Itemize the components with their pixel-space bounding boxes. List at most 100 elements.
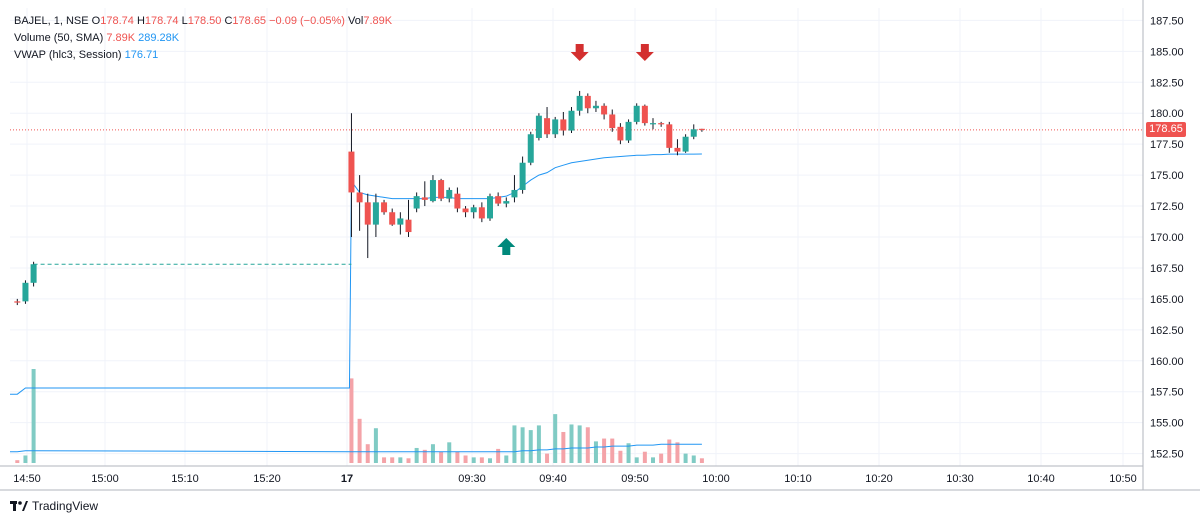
volume-bar xyxy=(463,455,468,463)
time-tick-label: 09:30 xyxy=(458,473,486,485)
price-tick-label: 177.50 xyxy=(1150,139,1184,151)
symbol-label[interactable]: BAJEL, 1, NSE xyxy=(14,15,89,27)
change-value: −0.09 (−0.05%) xyxy=(269,15,345,27)
time-tick-label: 10:30 xyxy=(946,473,974,485)
brand-name: TradingView xyxy=(32,499,99,513)
candle-body xyxy=(413,196,420,209)
tradingview-logo-icon xyxy=(10,501,28,511)
time-tick-label: 09:40 xyxy=(539,473,567,485)
candle-body xyxy=(511,189,518,198)
volume-bar xyxy=(536,425,541,463)
volume-bar xyxy=(471,457,476,463)
close-label: C xyxy=(224,15,233,27)
volume-bar xyxy=(406,458,411,463)
time-tick-label: 09:50 xyxy=(621,473,649,485)
price-tick-label: 160.00 xyxy=(1150,356,1184,368)
volume-bar xyxy=(691,455,696,463)
volume-bar xyxy=(512,425,517,463)
candle xyxy=(592,100,599,112)
vol-value: 7.89K xyxy=(363,15,393,27)
time-tick-label: 10:00 xyxy=(702,473,730,485)
price-tick-label: 152.50 xyxy=(1150,449,1184,461)
candle-body xyxy=(666,124,673,148)
volume-bar xyxy=(651,457,655,463)
candle-body xyxy=(397,218,404,225)
candle xyxy=(633,103,640,125)
candle xyxy=(22,280,29,304)
time-tick-label: 15:10 xyxy=(171,473,199,485)
price-tick-label: 182.50 xyxy=(1150,77,1184,89)
volume-bar xyxy=(659,453,664,463)
price-tick-label: 185.00 xyxy=(1150,46,1184,58)
candle-body xyxy=(487,196,493,219)
price-tick-label: 180.00 xyxy=(1150,108,1184,120)
brand-footer[interactable]: TradingView xyxy=(10,499,98,513)
candle xyxy=(478,202,485,223)
vwap-indicator-label: VWAP (hlc3, Session) xyxy=(14,49,122,61)
low-value: 178.50 xyxy=(187,15,222,27)
candle-body xyxy=(429,180,436,202)
candle xyxy=(30,261,37,287)
candle xyxy=(698,128,705,132)
volume-bar xyxy=(561,431,566,463)
volume-bar xyxy=(15,460,20,463)
volume-indicator-label: Volume (50, SMA) xyxy=(14,32,104,44)
candle xyxy=(356,175,363,231)
candle xyxy=(348,113,355,237)
candle-body xyxy=(609,114,616,129)
candle xyxy=(487,193,493,221)
candle xyxy=(446,187,453,203)
price-tick-label: 165.00 xyxy=(1150,294,1184,306)
candle-body xyxy=(364,202,371,225)
candle xyxy=(429,175,436,203)
candle xyxy=(495,192,502,207)
volume-bar xyxy=(504,455,509,463)
volume-bar xyxy=(634,457,639,463)
time-tick-label: 10:20 xyxy=(865,473,893,485)
time-tick-label: 15:00 xyxy=(91,473,119,485)
time-tick-label: 17 xyxy=(341,473,353,485)
open-label: O xyxy=(91,15,101,27)
candle xyxy=(421,181,428,207)
price-tick-label: 167.50 xyxy=(1150,263,1184,275)
candle xyxy=(666,121,673,153)
price-tick-label: 175.00 xyxy=(1150,170,1184,182)
chart-legend: BAJEL, 1, NSE O178.74 H178.74 L178.50 C1… xyxy=(14,13,392,64)
volume-bar xyxy=(553,414,558,463)
volume-bar xyxy=(398,457,403,463)
candle-body xyxy=(438,180,445,199)
time-axis[interactable]: 14:50 15:00 15:10 15:20 17 09:30 09:40 09:50 10:… xyxy=(13,473,1137,485)
vwap-path xyxy=(10,153,702,395)
volume-bar xyxy=(422,449,427,463)
time-tick-label: 14:50 xyxy=(13,473,41,485)
volume-bar xyxy=(683,453,688,463)
vwap-legend[interactable]: VWAP (hlc3, Session) 176.71 xyxy=(14,47,392,64)
volume-bar xyxy=(642,451,647,463)
candle-body xyxy=(584,95,591,109)
price-axis[interactable]: 152.50 155.00 157.50 160.00 162.50 165.00 167.… xyxy=(1150,15,1184,460)
candle xyxy=(641,104,648,126)
candle-body xyxy=(641,105,648,124)
volume-legend[interactable]: Volume (50, SMA) 7.89K 289.28K xyxy=(14,30,392,47)
volume-indicator-value: 7.89K xyxy=(106,32,136,44)
volume-sma-value: 289.28K xyxy=(138,32,180,44)
volume-bar xyxy=(31,369,36,463)
price-tick-label: 155.00 xyxy=(1150,418,1184,430)
high-value: 178.74 xyxy=(144,15,179,27)
volume-bar xyxy=(357,418,362,463)
candle xyxy=(576,90,583,116)
volume-bar xyxy=(430,444,435,463)
volume-bar xyxy=(593,441,598,463)
volume-histogram xyxy=(10,369,704,463)
candle xyxy=(552,116,559,138)
candle xyxy=(462,206,469,218)
candle-body xyxy=(682,136,689,152)
vwap-indicator-value: 176.71 xyxy=(124,49,159,61)
candle-body xyxy=(552,119,559,135)
candle-body xyxy=(470,207,477,213)
volume-bar xyxy=(610,438,615,463)
volume-bar xyxy=(479,457,484,463)
candle-body xyxy=(592,105,599,109)
candle xyxy=(14,298,21,306)
